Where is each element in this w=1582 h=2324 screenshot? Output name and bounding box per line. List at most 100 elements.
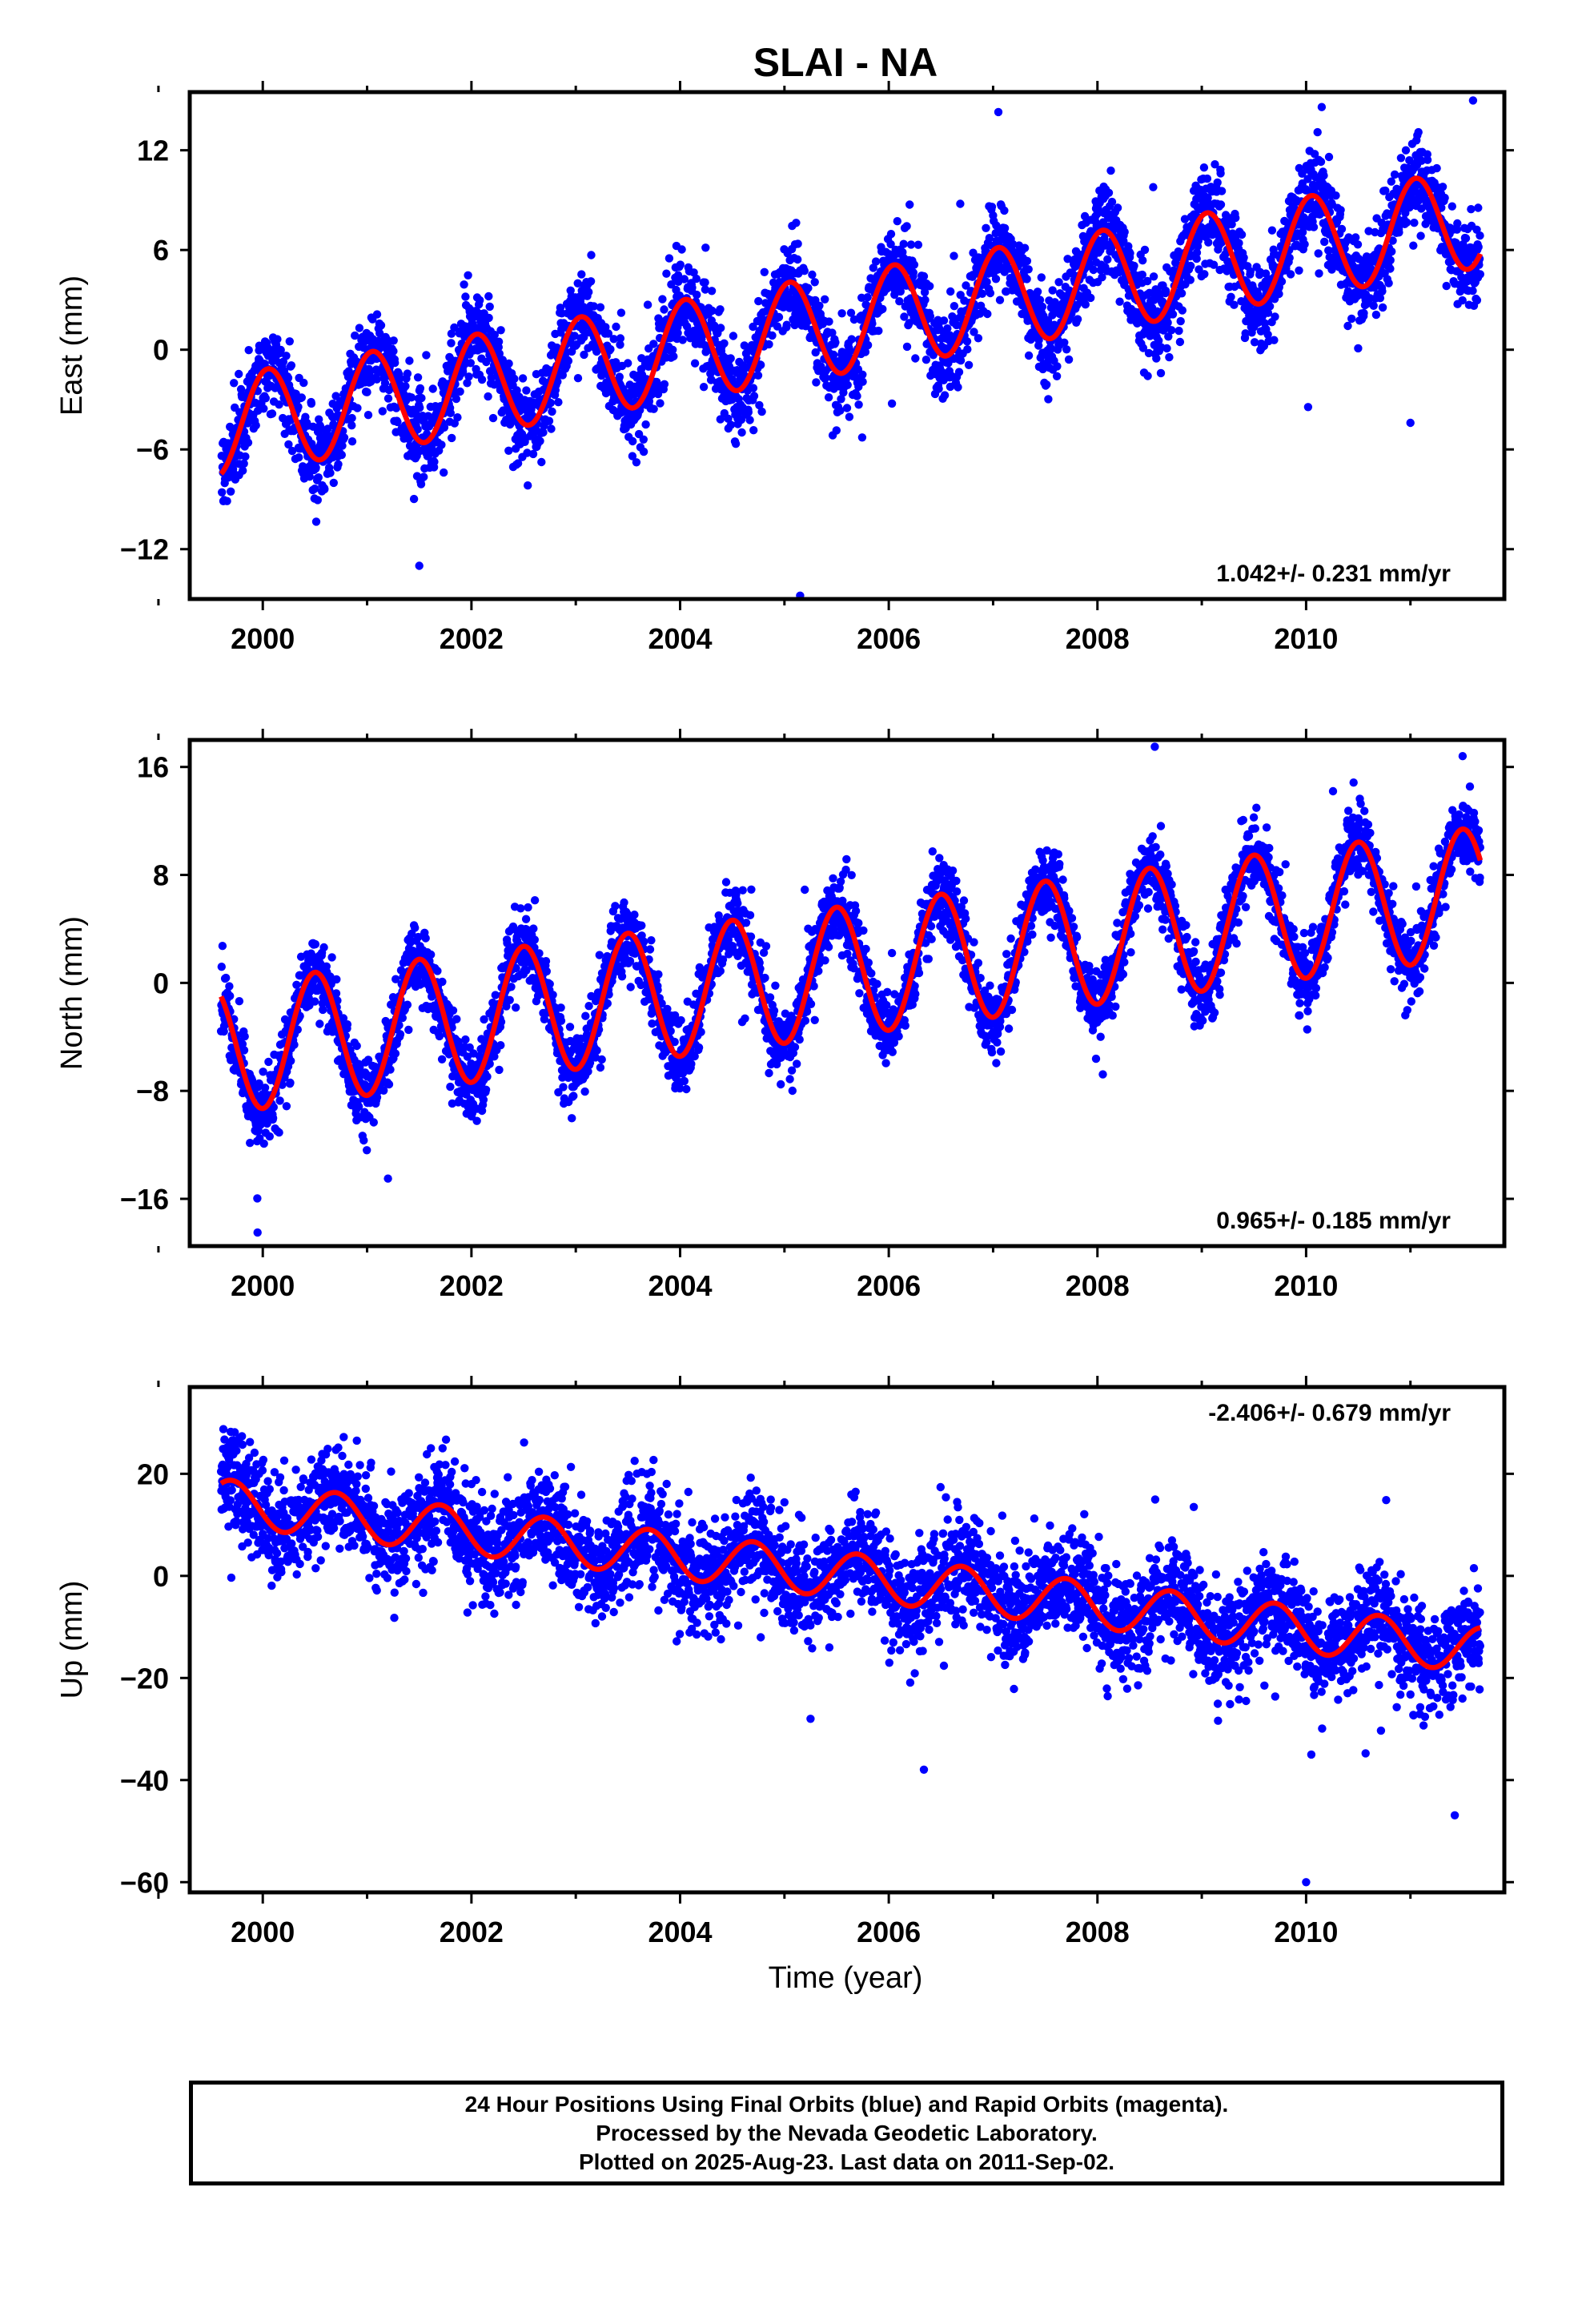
data-point bbox=[692, 274, 701, 283]
data-point bbox=[1285, 253, 1294, 263]
data-point bbox=[1089, 265, 1098, 275]
data-point bbox=[757, 407, 766, 416]
data-point bbox=[845, 347, 855, 356]
data-point bbox=[407, 393, 416, 402]
data-point bbox=[887, 399, 897, 408]
data-point bbox=[267, 409, 277, 418]
data-point bbox=[403, 1000, 412, 1009]
data-point bbox=[902, 222, 911, 231]
data-point bbox=[564, 356, 573, 365]
data-point bbox=[485, 302, 494, 312]
data-point bbox=[815, 301, 824, 310]
data-point bbox=[667, 280, 676, 289]
data-point bbox=[701, 285, 710, 294]
east-axis-label: East (mm) bbox=[55, 275, 89, 416]
x-tick-label: 2004 bbox=[648, 622, 712, 655]
data-point bbox=[421, 934, 430, 943]
data-point bbox=[290, 1040, 299, 1049]
data-point bbox=[1107, 197, 1117, 207]
data-point bbox=[275, 1128, 283, 1137]
data-point bbox=[332, 975, 341, 984]
data-point bbox=[978, 289, 987, 298]
data-point bbox=[1164, 332, 1173, 341]
data-point bbox=[1453, 219, 1462, 228]
data-point bbox=[991, 275, 1001, 283]
data-point bbox=[921, 296, 930, 304]
data-point bbox=[1239, 253, 1248, 262]
data-point bbox=[658, 295, 667, 304]
data-point bbox=[728, 375, 737, 384]
data-point bbox=[792, 219, 801, 227]
data-point bbox=[1303, 403, 1313, 412]
data-point bbox=[522, 386, 531, 395]
data-point bbox=[737, 428, 746, 437]
data-point bbox=[653, 389, 663, 399]
y-tick-label: 6 bbox=[153, 234, 169, 267]
data-point bbox=[413, 373, 423, 382]
data-point bbox=[1235, 239, 1243, 247]
data-point bbox=[405, 356, 414, 365]
data-point bbox=[1409, 241, 1418, 250]
data-point bbox=[482, 357, 491, 367]
data-point bbox=[1106, 166, 1115, 175]
data-point bbox=[1126, 249, 1134, 258]
data-point bbox=[675, 291, 684, 300]
data-point bbox=[239, 459, 248, 468]
outlier-point bbox=[1468, 96, 1478, 105]
data-point bbox=[446, 408, 455, 417]
data-point bbox=[649, 340, 658, 348]
data-point bbox=[275, 400, 283, 409]
data-point bbox=[476, 296, 484, 305]
data-point bbox=[464, 372, 473, 381]
data-point bbox=[837, 395, 845, 404]
data-point bbox=[863, 340, 873, 350]
x-tick-label: 2010 bbox=[1274, 622, 1338, 655]
data-point bbox=[956, 356, 966, 365]
data-point bbox=[524, 481, 532, 490]
data-point bbox=[547, 424, 556, 433]
data-point bbox=[1401, 146, 1411, 155]
data-point bbox=[871, 257, 881, 266]
data-point bbox=[1168, 310, 1178, 319]
data-point bbox=[1000, 223, 1010, 233]
x-tick-label: 2002 bbox=[440, 622, 504, 655]
data-point bbox=[893, 217, 902, 226]
data-point bbox=[1053, 362, 1062, 371]
data-point bbox=[316, 423, 325, 432]
data-point bbox=[1064, 355, 1074, 364]
data-point bbox=[619, 384, 628, 393]
data-point bbox=[282, 1102, 291, 1111]
data-point bbox=[909, 268, 918, 277]
data-point bbox=[331, 989, 341, 998]
data-point bbox=[1331, 191, 1340, 200]
data-point bbox=[1042, 380, 1051, 389]
data-point bbox=[1472, 296, 1482, 305]
data-point bbox=[546, 398, 555, 408]
data-point bbox=[311, 485, 319, 493]
data-point bbox=[1178, 306, 1187, 315]
data-point bbox=[708, 306, 717, 316]
data-point bbox=[1047, 344, 1056, 353]
data-point bbox=[239, 466, 247, 475]
data-point bbox=[909, 260, 919, 269]
data-point bbox=[757, 360, 765, 369]
data-point bbox=[389, 347, 398, 356]
data-point bbox=[484, 392, 492, 401]
data-point bbox=[682, 322, 692, 331]
data-point bbox=[227, 487, 235, 496]
data-point bbox=[1156, 368, 1166, 378]
data-point bbox=[240, 1032, 249, 1041]
data-point bbox=[680, 275, 689, 283]
data-point bbox=[793, 239, 802, 248]
data-point bbox=[448, 433, 456, 443]
data-point bbox=[416, 480, 426, 489]
data-point bbox=[495, 349, 504, 358]
data-point bbox=[821, 295, 829, 304]
data-point bbox=[307, 399, 316, 408]
data-point bbox=[1176, 316, 1185, 326]
data-point bbox=[384, 1080, 394, 1089]
data-point bbox=[926, 312, 935, 321]
data-point bbox=[628, 436, 637, 446]
data-point bbox=[1062, 345, 1071, 354]
